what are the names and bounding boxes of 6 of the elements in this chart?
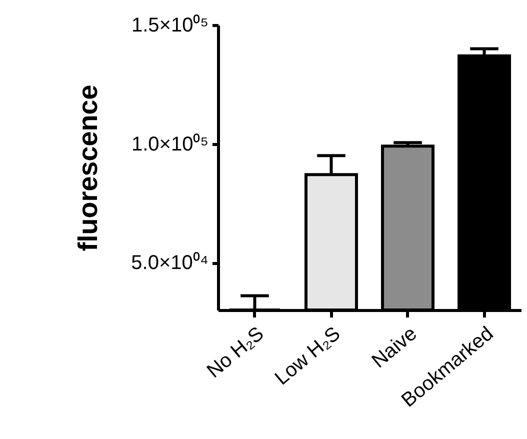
y-axis-title: fluorescence	[73, 84, 104, 252]
y-tick-label: 1.5×10⁰⁵	[131, 14, 208, 36]
y-tick-label: 5.0×10⁰⁴	[131, 251, 208, 274]
x-tick-label: Low H₂S	[271, 322, 345, 390]
y-tick-label: 1.0×10⁰⁵	[131, 132, 208, 156]
x-tick-label: No H₂S	[203, 322, 268, 382]
